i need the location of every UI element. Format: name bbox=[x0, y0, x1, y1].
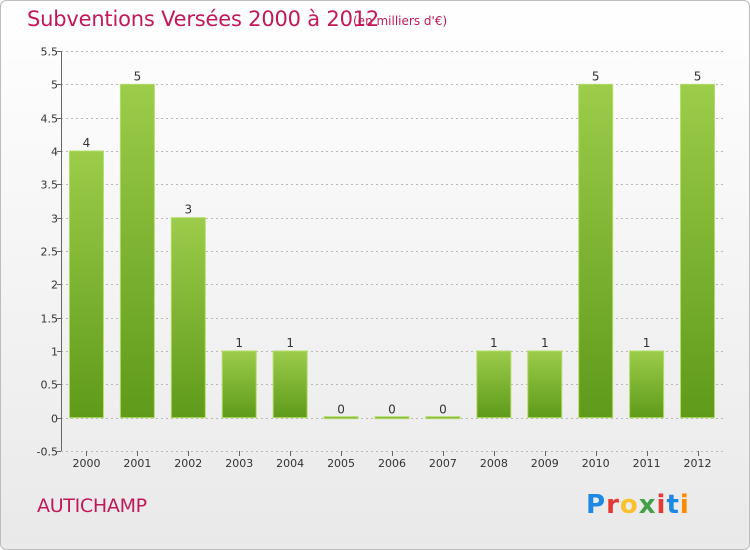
value-label-2001: 5 bbox=[134, 69, 142, 83]
x-tick-label-2002: 2002 bbox=[174, 457, 202, 470]
x-tick-label-2011: 2011 bbox=[633, 457, 661, 470]
value-label-2012: 5 bbox=[694, 69, 702, 83]
y-tick-label: 5.5 bbox=[41, 46, 59, 59]
chart-subtitle: (en milliers d'€) bbox=[353, 14, 448, 28]
bar-2000 bbox=[68, 150, 104, 419]
chart-title: Subventions Versées 2000 à 2012 bbox=[27, 7, 380, 31]
x-tick-label-2000: 2000 bbox=[72, 457, 100, 470]
commune-name: AUTICHAMP bbox=[37, 495, 147, 517]
y-tick-label: 3 bbox=[51, 213, 58, 226]
y-tick-label: 4 bbox=[51, 146, 58, 159]
bar-2002 bbox=[170, 217, 206, 419]
x-tick-label-2006: 2006 bbox=[378, 457, 406, 470]
bar-2006 bbox=[374, 416, 410, 420]
value-label-2009: 1 bbox=[541, 336, 549, 350]
bar-2003 bbox=[221, 350, 257, 419]
x-tick-label-2012: 2012 bbox=[684, 457, 712, 470]
y-tick-label: 0 bbox=[51, 413, 58, 426]
x-tick-label-2005: 2005 bbox=[327, 457, 355, 470]
bar-2010 bbox=[578, 83, 614, 419]
x-tick-label-2001: 2001 bbox=[123, 457, 151, 470]
y-tick-label: 0.5 bbox=[41, 379, 59, 392]
y-tick-label: 3.5 bbox=[41, 179, 59, 192]
bar-layer bbox=[68, 83, 716, 420]
y-tick-label: 2 bbox=[51, 279, 58, 292]
x-tick-label-2009: 2009 bbox=[531, 457, 559, 470]
bar-2008 bbox=[476, 350, 512, 419]
value-label-2000: 4 bbox=[83, 136, 91, 150]
bar-2001 bbox=[119, 83, 155, 419]
bar-2012 bbox=[680, 83, 716, 419]
bar-2011 bbox=[629, 350, 665, 419]
value-label-2004: 1 bbox=[286, 336, 294, 350]
y-tick-label: 5 bbox=[51, 79, 58, 92]
x-tick-label-2003: 2003 bbox=[225, 457, 253, 470]
value-label-2005: 0 bbox=[337, 403, 345, 417]
label-layer: -0.5 0 0.5 1 1.5 2 2.5 3 3.5 4 4.5 5 5.5 4 2000 5 2001 3 2… bbox=[37, 46, 712, 471]
value-label-2008: 1 bbox=[490, 336, 498, 350]
bar-2009 bbox=[527, 350, 563, 419]
bar-2005 bbox=[323, 416, 359, 420]
y-tick-label: 4.5 bbox=[41, 113, 59, 126]
x-tick-label-2004: 2004 bbox=[276, 457, 304, 470]
bar-2007 bbox=[425, 416, 461, 420]
value-label-2010: 5 bbox=[592, 69, 600, 83]
value-label-2011: 1 bbox=[643, 336, 651, 350]
x-tick-label-2007: 2007 bbox=[429, 457, 457, 470]
value-label-2002: 3 bbox=[184, 203, 192, 217]
value-label-2003: 1 bbox=[235, 336, 243, 350]
y-tick-label: 1 bbox=[51, 346, 58, 359]
y-tick-label: 2.5 bbox=[41, 246, 59, 259]
value-label-2006: 0 bbox=[388, 403, 396, 417]
bar-2004 bbox=[272, 350, 308, 419]
axis-layer bbox=[57, 51, 699, 456]
x-tick-label-2010: 2010 bbox=[582, 457, 610, 470]
grid-layer bbox=[61, 51, 723, 452]
x-tick-label-2008: 2008 bbox=[480, 457, 508, 470]
y-tick-label: -0.5 bbox=[37, 446, 58, 459]
value-label-2007: 0 bbox=[439, 403, 447, 417]
proxiti-logo: Proxiti bbox=[586, 490, 690, 520]
y-tick-label: 1.5 bbox=[41, 313, 59, 326]
